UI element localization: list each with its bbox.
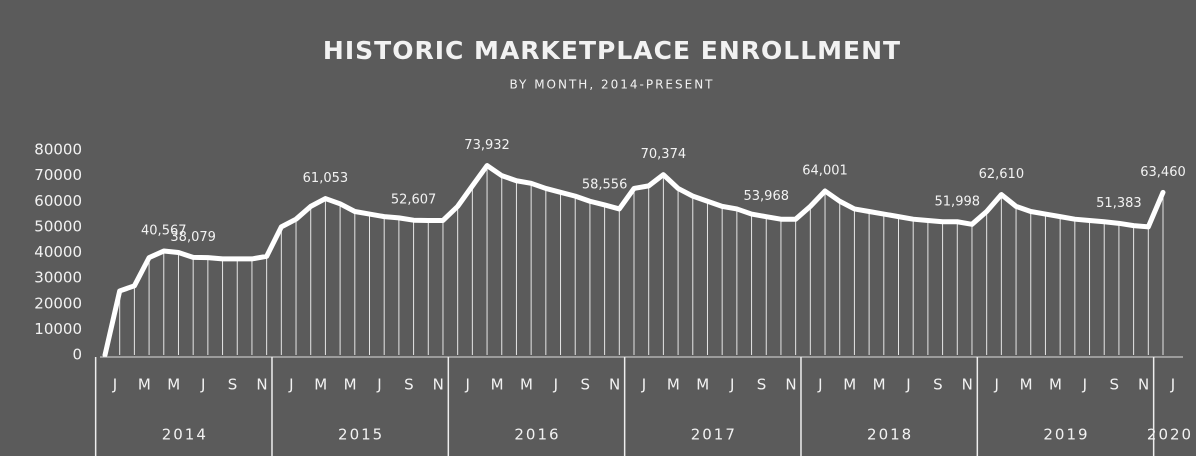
x-tick-label: N [1138,376,1149,394]
data-label: 51,383 [1096,196,1142,211]
x-tick-label: S [404,376,414,394]
x-tick-label: S [757,376,767,394]
y-tick-label: 0 [72,346,82,364]
data-label: 64,001 [802,163,848,178]
x-tick-label: M [843,376,856,394]
x-tick-label: N [256,376,267,394]
data-label: 53,968 [744,189,790,204]
x-tick-label: J [112,376,117,394]
y-tick-label: 30000 [34,269,82,287]
x-tick-label: J [729,376,734,394]
data-label: 52,607 [391,193,437,208]
x-tick-label: J [1170,376,1175,394]
year-label: 2020 [1147,426,1193,444]
data-label: 61,053 [303,171,349,186]
y-tick-label: 50000 [34,217,82,235]
x-tick-label: J [905,376,910,394]
data-label: 58,556 [582,177,628,192]
line-series [102,163,1166,358]
x-tick-label: J [200,376,205,394]
x-tick-label: M [167,376,180,394]
data-label: 51,998 [935,194,981,209]
chart-title: HISTORIC MARKETPLACE ENROLLMENT [323,36,901,65]
x-tick-label: S [1109,376,1119,394]
x-tick-label: M [314,376,327,394]
data-label: 40,567 [141,224,187,239]
year-label: 2018 [867,426,913,444]
x-tick-label: J [376,376,381,394]
x-tick-label: M [491,376,504,394]
year-label: 2016 [514,426,560,444]
x-tick-label: J [641,376,646,394]
x-tick-label: N [962,376,973,394]
x-tick-label: J [817,376,822,394]
x-tick-label: N [609,376,620,394]
year-label: 2014 [162,426,208,444]
year-label: 2019 [1043,426,1089,444]
x-tick-label: J [993,376,998,394]
x-tick-label: S [933,376,943,394]
x-tick-label: N [433,376,444,394]
x-tick-label: J [553,376,558,394]
x-tick-label: M [873,376,886,394]
x-tick-label: S [228,376,238,394]
chart-subtitle: BY MONTH, 2014-PRESENT [509,78,714,92]
x-tick-label: M [138,376,151,394]
data-label: 62,610 [979,167,1025,182]
data-label: 73,932 [464,138,510,153]
x-tick-label: J [1082,376,1087,394]
year-label: 2017 [691,426,737,444]
x-tick-label: N [785,376,796,394]
x-tick-label: M [344,376,357,394]
y-tick-label: 80000 [34,141,82,159]
data-label: 70,374 [641,147,687,162]
x-tick-label: M [1049,376,1062,394]
data-label: 38,079 [170,230,216,245]
y-tick-label: 70000 [34,166,82,184]
y-tick-label: 60000 [34,192,82,210]
data-label: 63,460 [1140,165,1186,180]
x-tick-label: J [288,376,293,394]
y-tick-label: 10000 [34,320,82,338]
y-tick-label: 20000 [34,294,82,312]
x-tick-label: J [464,376,469,394]
year-label: 2015 [338,426,384,444]
x-tick-label: M [520,376,533,394]
x-tick-label: M [667,376,680,394]
x-tick-label: M [696,376,709,394]
y-tick-label: 40000 [34,243,82,261]
x-tick-label: M [1020,376,1033,394]
x-tick-label: S [580,376,590,394]
